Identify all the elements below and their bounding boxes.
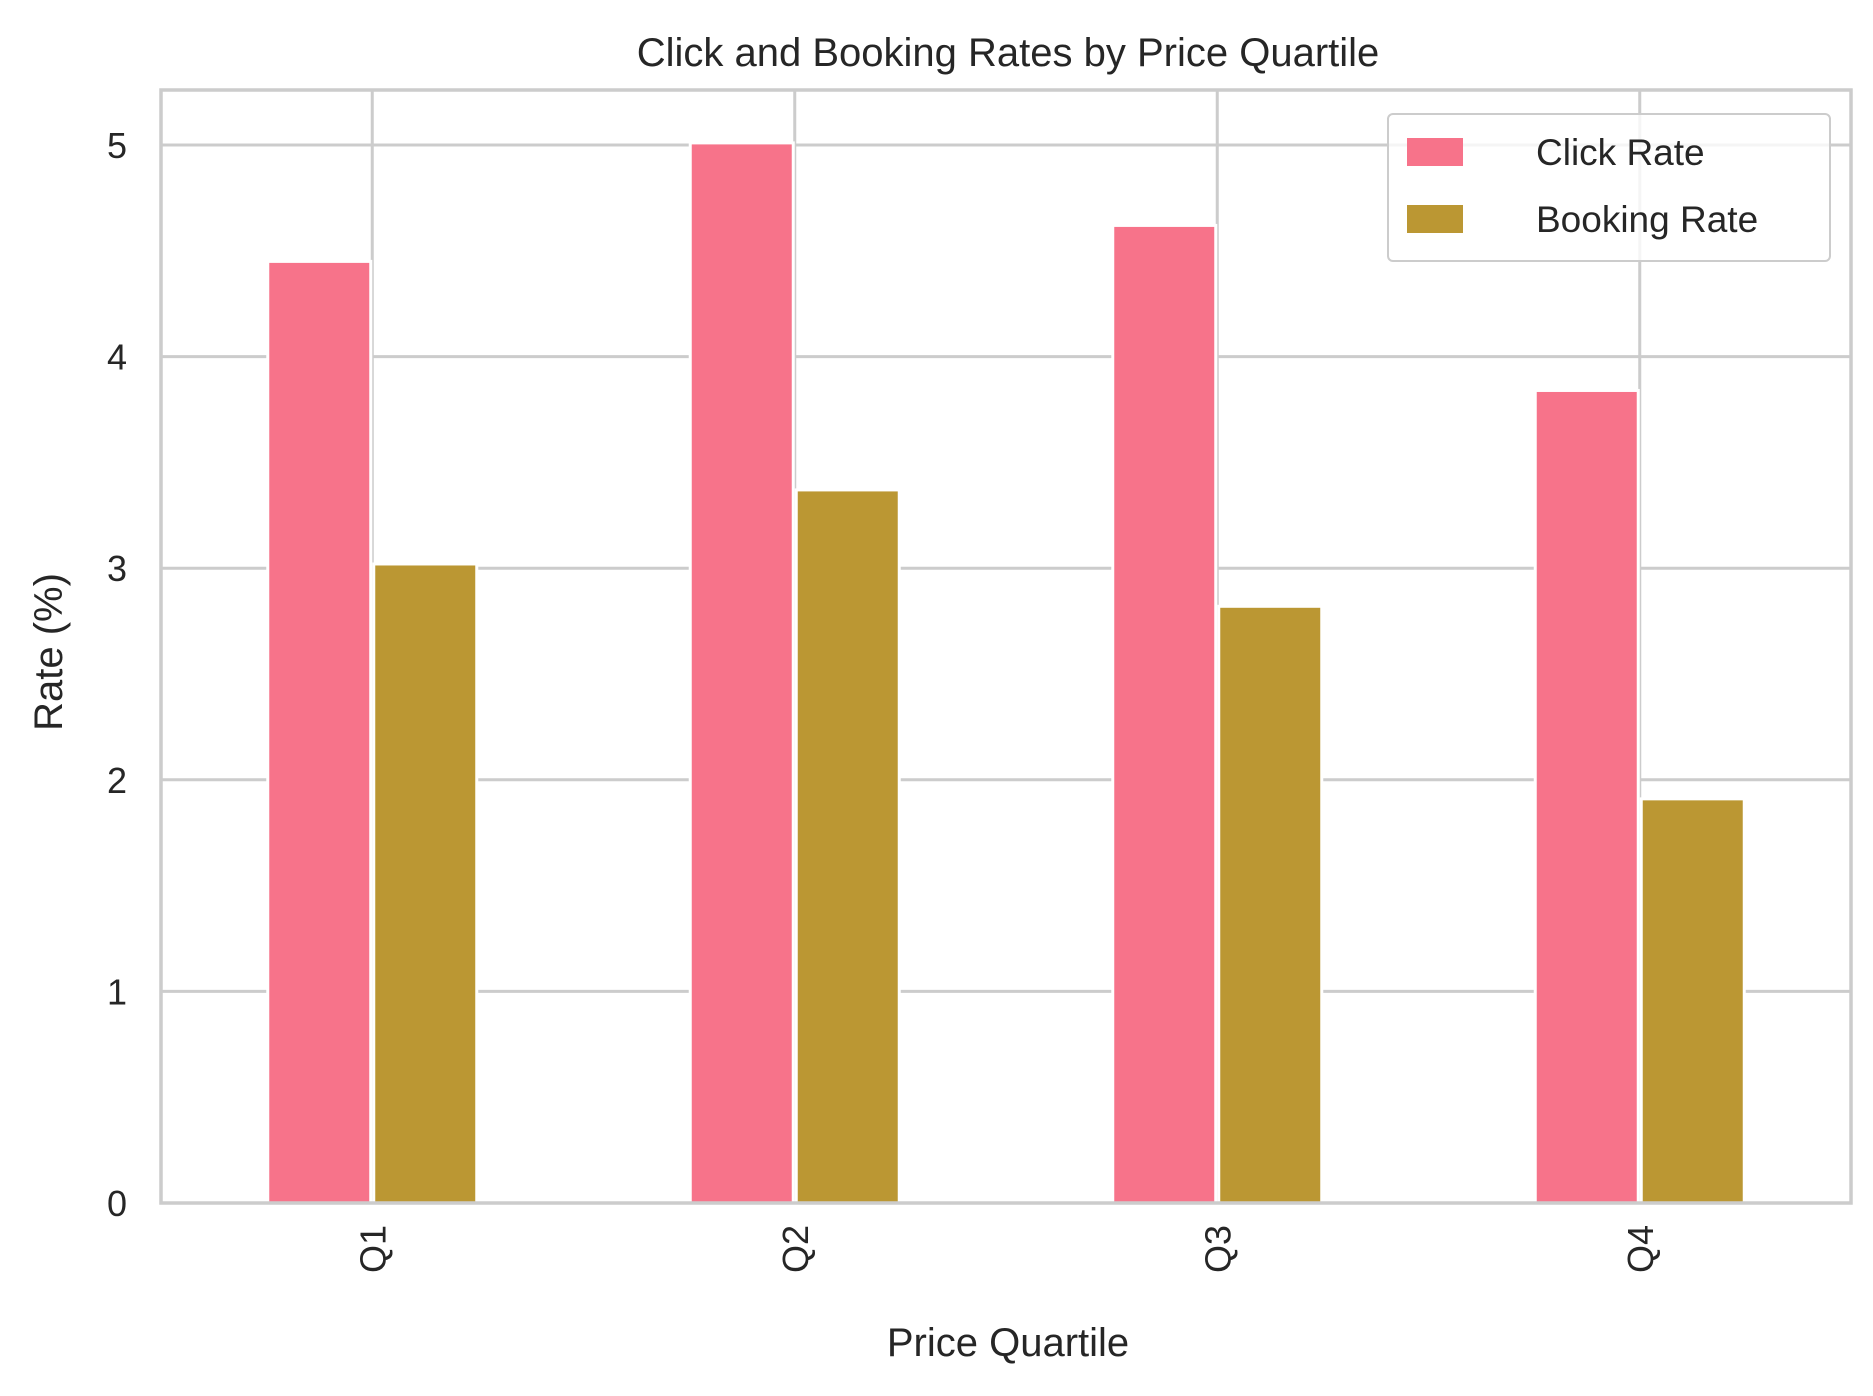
bars [266, 141, 1746, 1205]
x-tick-label: Q2 [775, 1225, 816, 1273]
bar-click-rate-q3 [1111, 223, 1218, 1205]
plot-border [159, 88, 1853, 1205]
x-axis-label: Price Quartile [887, 1321, 1129, 1365]
x-tick-labels: Q1 Q2 Q3 Q4 [352, 1225, 1661, 1273]
legend: Click Rate Booking Rate [1387, 113, 1831, 262]
legend-label-click-rate: Click Rate [1536, 132, 1705, 173]
bar-click-rate-q2 [688, 141, 795, 1205]
legend-swatch-booking-rate [1407, 205, 1463, 233]
y-axis-label: Rate (%) [27, 573, 71, 731]
y-tick-label: 3 [107, 548, 127, 589]
bar-booking-rate-q2 [794, 488, 901, 1205]
bar-click-rate-q4 [1533, 388, 1640, 1205]
x-tick-label: Q4 [1620, 1225, 1661, 1273]
legend-label-booking-rate: Booking Rate [1536, 199, 1758, 240]
y-tick-label: 4 [107, 337, 127, 378]
x-tick-label: Q1 [352, 1225, 393, 1273]
y-tick-label: 5 [107, 125, 127, 166]
x-tick-label: Q3 [1197, 1225, 1238, 1273]
legend-swatch-click-rate [1407, 138, 1463, 166]
bar-click-rate-q1 [266, 259, 373, 1205]
y-tick-label: 1 [107, 971, 127, 1012]
y-tick-label: 0 [107, 1183, 127, 1224]
chart-title: Click and Booking Rates by Price Quartil… [637, 31, 1380, 75]
y-tick-label: 2 [107, 760, 127, 801]
bar-booking-rate-q3 [1217, 604, 1324, 1205]
legend-frame [1387, 113, 1831, 262]
bar-booking-rate-q1 [372, 562, 479, 1205]
bar-booking-rate-q4 [1639, 797, 1746, 1205]
plot-frame [159, 88, 1853, 1205]
y-tick-labels: 0 1 2 3 4 5 [107, 125, 127, 1224]
